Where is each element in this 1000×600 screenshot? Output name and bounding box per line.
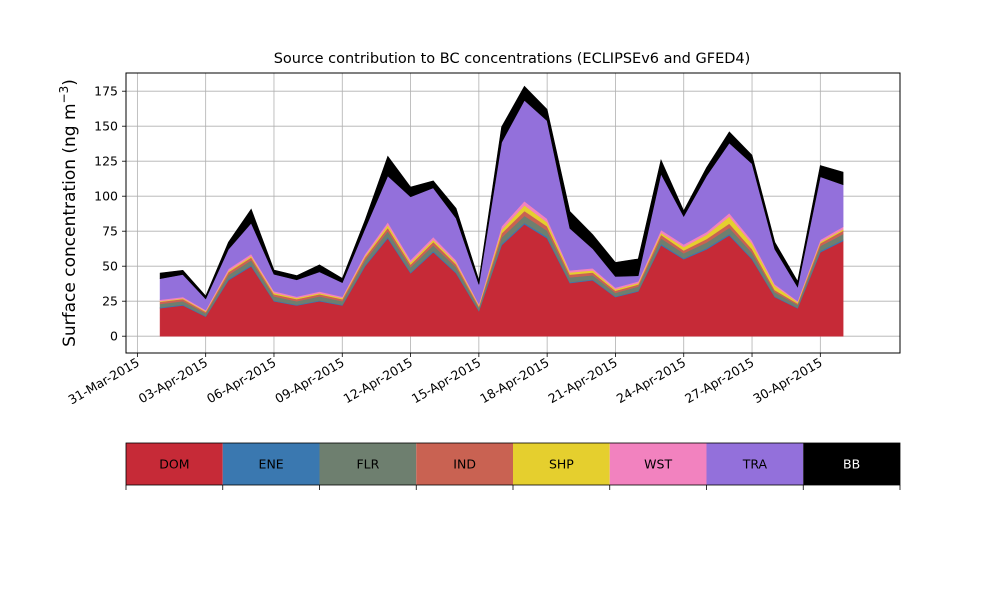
legend-swatch-bb [803,443,900,485]
legend-label-wst: WST [644,457,672,472]
y-axis-label: Surface concentration (ng m−3) [57,79,80,347]
y-axis: 0 25 50 75 100 125 150 175 [94,84,126,344]
y-tick-label: 50 [102,259,118,274]
y-tick-label: 175 [94,84,118,99]
x-tick-label: 30-Apr-2015 [750,355,824,407]
x-tick-label: 31-Mar-2015 [66,355,142,408]
legend-label-tra: TRA [742,457,768,472]
legend: DOM ENE FLR IND SHP WST TRA BB [125,442,901,490]
legend-label-flr: FLR [356,457,379,472]
x-tick-label: 12-Apr-2015 [341,355,415,407]
x-tick-label: 03-Apr-2015 [136,355,210,407]
legend-swatch-flr [319,443,417,485]
y-axis-label-main: Surface concentration (ng m [60,103,80,346]
legend-swatch-wst [609,443,707,485]
area-bb [159,85,844,300]
y-tick-label: 0 [110,329,118,344]
legend-label-shp: SHP [549,457,574,472]
x-tick-label: 06-Apr-2015 [204,355,278,407]
chart-title: Source contribution to BC concentrations… [274,51,751,67]
y-tick-label: 100 [94,189,118,204]
y-tick-label: 25 [102,294,118,309]
x-tick-label: 27-Apr-2015 [682,355,756,407]
x-tick-label: 15-Apr-2015 [409,355,483,407]
legend-swatch-ind [416,443,513,485]
legend-swatch-tra [706,443,804,485]
legend-swatch-shp [513,443,610,485]
legend-label-ene: ENE [259,457,284,472]
plot-frame [125,72,901,354]
legend-label-bb: BB [843,457,860,472]
x-tick-label: 24-Apr-2015 [614,355,688,407]
legend-swatch-ene [222,443,320,485]
legend-label-dom: DOM [159,457,189,472]
y-axis-label-close: ) [60,79,80,86]
y-tick-label: 150 [94,119,118,134]
legend-swatch-dom [126,443,223,485]
y-tick-label: 75 [102,224,118,239]
x-tick-label: 21-Apr-2015 [546,355,620,407]
y-tick-label: 125 [94,154,118,169]
area-series [159,85,844,337]
legend-label-ind: IND [453,457,476,472]
x-tick-label: 18-Apr-2015 [477,355,551,407]
y-axis-label-superscript: −3 [57,86,71,104]
x-axis: 31-Mar-201503-Apr-201506-Apr-201509-Apr-… [66,353,825,407]
plot-area [125,72,901,354]
x-tick-label: 09-Apr-2015 [272,355,346,407]
